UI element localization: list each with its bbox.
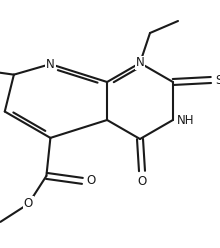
Text: O: O [137, 175, 147, 188]
Text: O: O [86, 174, 96, 187]
Text: NH: NH [177, 114, 194, 126]
Text: N: N [136, 57, 144, 69]
Text: N: N [46, 58, 55, 71]
Text: O: O [24, 197, 33, 210]
Text: S: S [215, 73, 220, 87]
